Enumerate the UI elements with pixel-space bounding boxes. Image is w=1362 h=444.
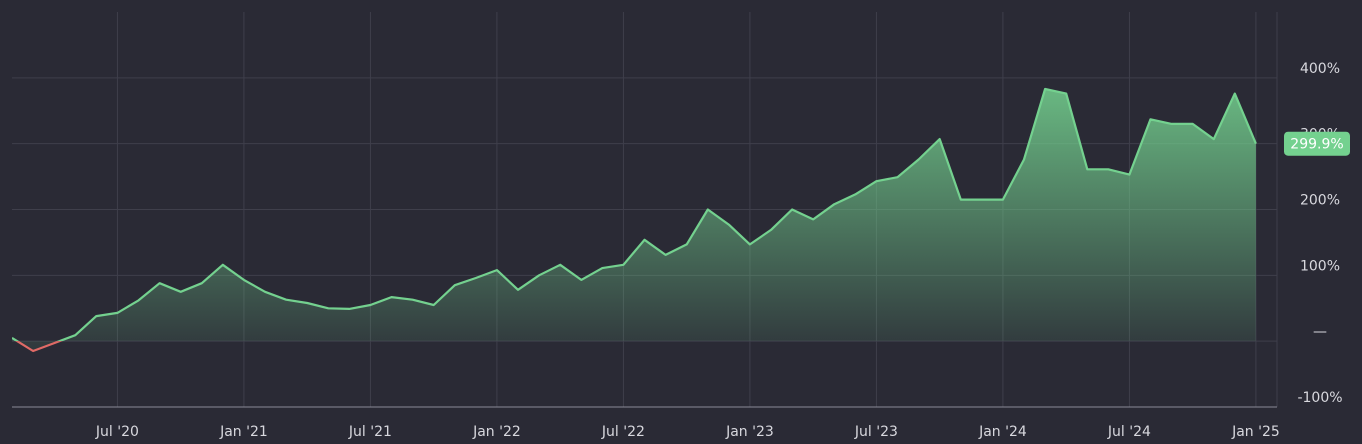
area	[12, 89, 1256, 351]
y-tick-label: 200%	[1300, 193, 1340, 209]
x-tick-label: Jul '21	[348, 424, 392, 440]
x-tick-label: Jan '24	[978, 424, 1027, 440]
y-tick-label: —	[1313, 324, 1327, 340]
x-tick-label: Jul '23	[854, 424, 898, 440]
x-tick-label: Jul '22	[601, 424, 645, 440]
x-tick-label: Jan '23	[725, 424, 774, 440]
x-tick-label: Jul '24	[1107, 424, 1151, 440]
end-label: 299.9%	[1290, 137, 1343, 153]
end-badge	[1284, 131, 1350, 156]
x-tick-label: Jan '21	[219, 424, 268, 440]
y-tick-label: 100%	[1300, 258, 1340, 274]
line	[12, 87, 1257, 342]
x-tick-label: Jan '22	[472, 424, 521, 440]
x-tick-label: Jul '20	[95, 424, 139, 440]
x-tick-label: Jan '25	[1231, 424, 1280, 440]
y-tick-label: -100%	[1297, 390, 1342, 406]
y-tick-label: 400%	[1300, 61, 1340, 77]
